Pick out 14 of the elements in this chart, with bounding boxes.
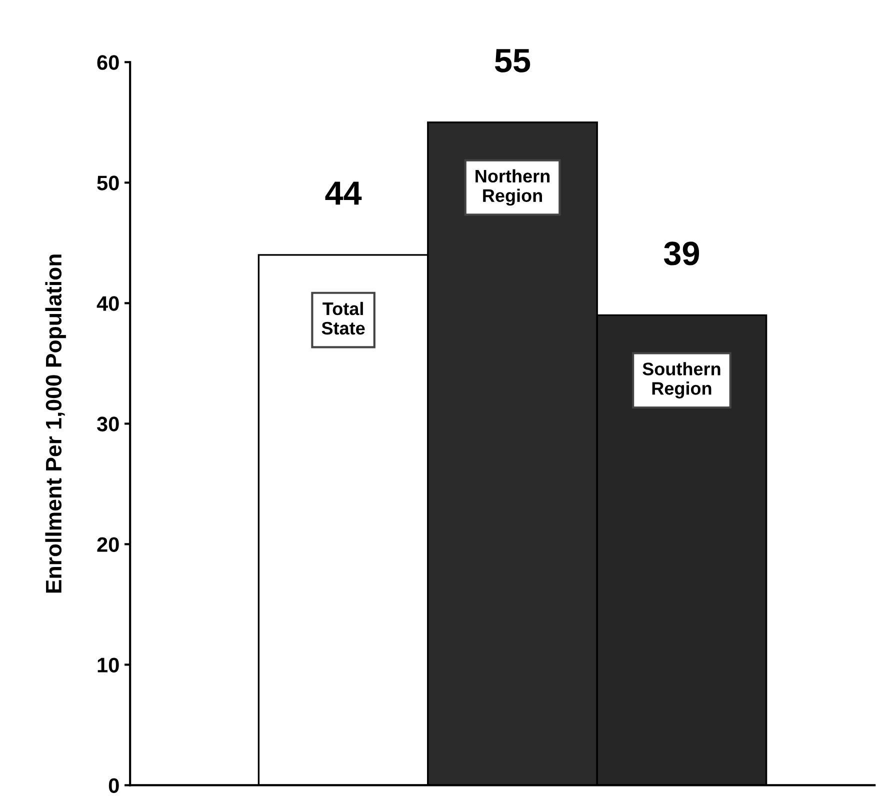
y-tick-label: 0 [108,778,119,793]
y-tick-label: 60 [97,55,119,70]
y-tick-label: 10 [98,658,119,672]
data-label: 55 [494,49,530,72]
data-label: 44 [325,182,362,205]
data-label: 39 [664,242,700,266]
y-tick-label: 40 [96,296,119,311]
x-tick-label: Total State [322,302,365,335]
y-tick-label: 20 [97,537,119,552]
x-tick-label: Southern Region [642,362,720,398]
y-tick-label: 50 [97,176,119,190]
y-axis-title: Enrollment Per 1,000 Population [45,254,66,593]
y-tick-label: 30 [96,416,119,432]
x-tick-label: Northern Region [476,169,550,206]
